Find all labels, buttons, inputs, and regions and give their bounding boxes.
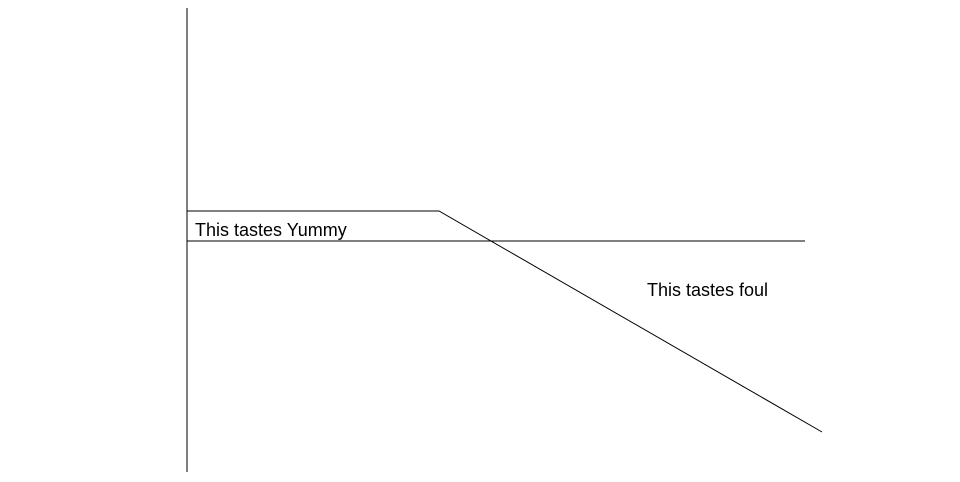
annotation-tastes-foul: This tastes foul: [647, 280, 769, 300]
series-taste-line: [187, 210, 823, 433]
annotation-tastes-yummy: This tastes Yummy: [195, 220, 347, 240]
